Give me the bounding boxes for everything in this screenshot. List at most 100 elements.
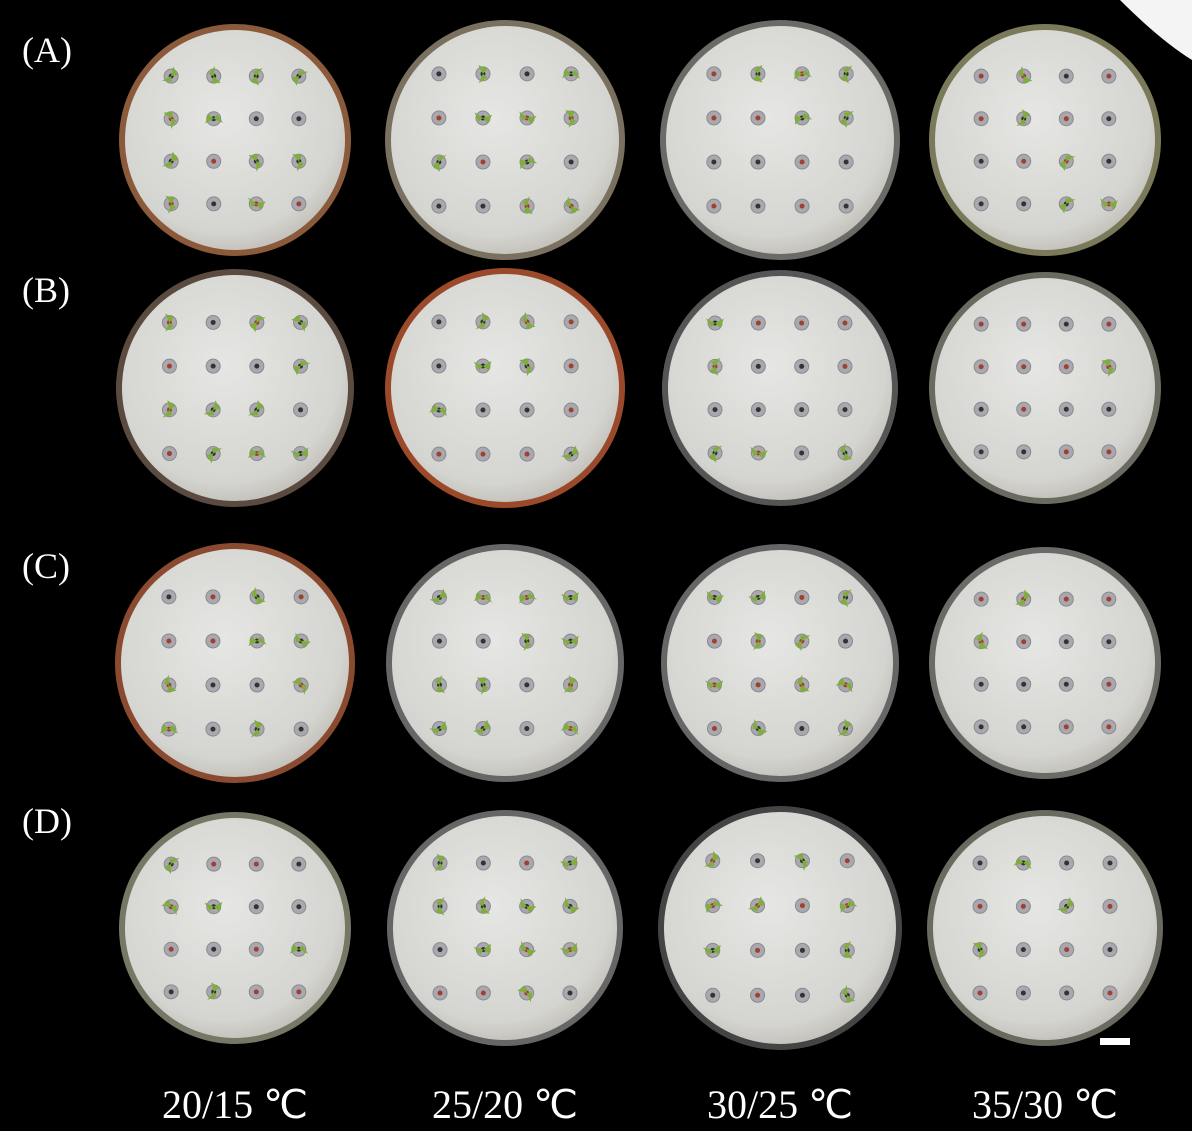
seed xyxy=(296,116,301,121)
seed xyxy=(979,449,984,454)
dish-paper xyxy=(392,550,618,776)
dish-paper xyxy=(125,30,345,250)
seed xyxy=(844,160,849,165)
row-label: (C) xyxy=(22,546,70,586)
seed xyxy=(1064,597,1069,602)
row-label: (B) xyxy=(22,270,70,310)
dish-paper xyxy=(668,276,892,500)
seed xyxy=(211,947,216,952)
seed xyxy=(800,948,805,953)
seed xyxy=(1064,639,1069,644)
seed xyxy=(799,364,804,369)
seed xyxy=(844,204,849,209)
seed xyxy=(1106,116,1111,121)
dish-paper xyxy=(664,812,896,1044)
seed xyxy=(799,450,804,455)
scale-bar xyxy=(1100,1038,1130,1045)
seed xyxy=(800,993,805,998)
dish-paper xyxy=(122,275,348,501)
seed xyxy=(296,862,301,867)
seed xyxy=(1064,322,1069,327)
seed xyxy=(755,204,760,209)
seed xyxy=(1064,682,1069,687)
seed xyxy=(1064,724,1069,729)
seed xyxy=(1107,904,1112,909)
seed xyxy=(166,638,171,643)
seed xyxy=(254,862,259,867)
seed xyxy=(436,204,441,209)
seed xyxy=(1106,724,1111,729)
seed xyxy=(1106,322,1111,327)
seed xyxy=(1021,724,1026,729)
seed xyxy=(525,71,530,76)
seed xyxy=(1106,74,1111,79)
seed xyxy=(755,160,760,165)
seed xyxy=(1106,159,1111,164)
seed xyxy=(799,407,804,412)
seed xyxy=(166,594,171,599)
seed xyxy=(524,726,529,731)
seed xyxy=(296,989,301,994)
seed xyxy=(755,115,760,120)
seed xyxy=(481,861,486,866)
seed xyxy=(842,364,847,369)
seed xyxy=(299,594,304,599)
seed xyxy=(1021,449,1026,454)
seed xyxy=(979,597,984,602)
seed xyxy=(1106,682,1111,687)
seed xyxy=(1021,322,1026,327)
column-label: 20/15 ℃ xyxy=(162,1082,308,1127)
seed xyxy=(254,364,259,369)
seed xyxy=(711,204,716,209)
seed xyxy=(254,947,259,952)
seed xyxy=(1021,159,1026,164)
seed xyxy=(979,407,984,412)
seed xyxy=(979,159,984,164)
seed xyxy=(567,990,572,995)
seed xyxy=(799,595,804,600)
seed xyxy=(979,364,984,369)
seed xyxy=(713,407,718,412)
dish-paper xyxy=(393,816,617,1040)
seed xyxy=(1064,990,1069,995)
seed xyxy=(710,993,715,998)
seed xyxy=(210,594,215,599)
seed xyxy=(524,861,529,866)
seed xyxy=(1021,990,1026,995)
seed xyxy=(845,858,850,863)
dish-paper xyxy=(935,553,1155,773)
figure: (A)(B)(C)(D)20/15 ℃25/20 ℃30/25 ℃35/30 ℃ xyxy=(0,0,1192,1131)
seed xyxy=(1106,407,1111,412)
seed xyxy=(210,727,215,732)
seed xyxy=(755,948,760,953)
page: {"row_labels": ["(A)", "(B)", "(C)", "(D… xyxy=(0,0,1192,1131)
seed xyxy=(799,726,804,731)
row-label: (D) xyxy=(22,801,72,841)
seed xyxy=(1064,861,1069,866)
seed xyxy=(296,904,301,909)
seed xyxy=(437,639,442,644)
seed xyxy=(1107,990,1112,995)
seed xyxy=(979,74,984,79)
seed xyxy=(210,683,215,688)
seed xyxy=(480,160,485,165)
seed xyxy=(296,201,301,206)
seed xyxy=(1064,947,1069,952)
seed xyxy=(254,116,259,121)
seed xyxy=(569,160,574,165)
seed xyxy=(480,408,485,413)
seed xyxy=(800,204,805,209)
seed xyxy=(1107,947,1112,952)
seed xyxy=(211,159,216,164)
seed xyxy=(436,71,441,76)
seed xyxy=(1021,682,1026,687)
seed xyxy=(436,452,441,457)
dish-paper xyxy=(666,26,894,254)
seed xyxy=(755,993,760,998)
seed xyxy=(255,683,260,688)
seed xyxy=(979,682,984,687)
seed xyxy=(438,990,443,995)
dish-paper xyxy=(935,30,1155,250)
seed xyxy=(436,115,441,120)
dish-paper xyxy=(125,818,345,1038)
